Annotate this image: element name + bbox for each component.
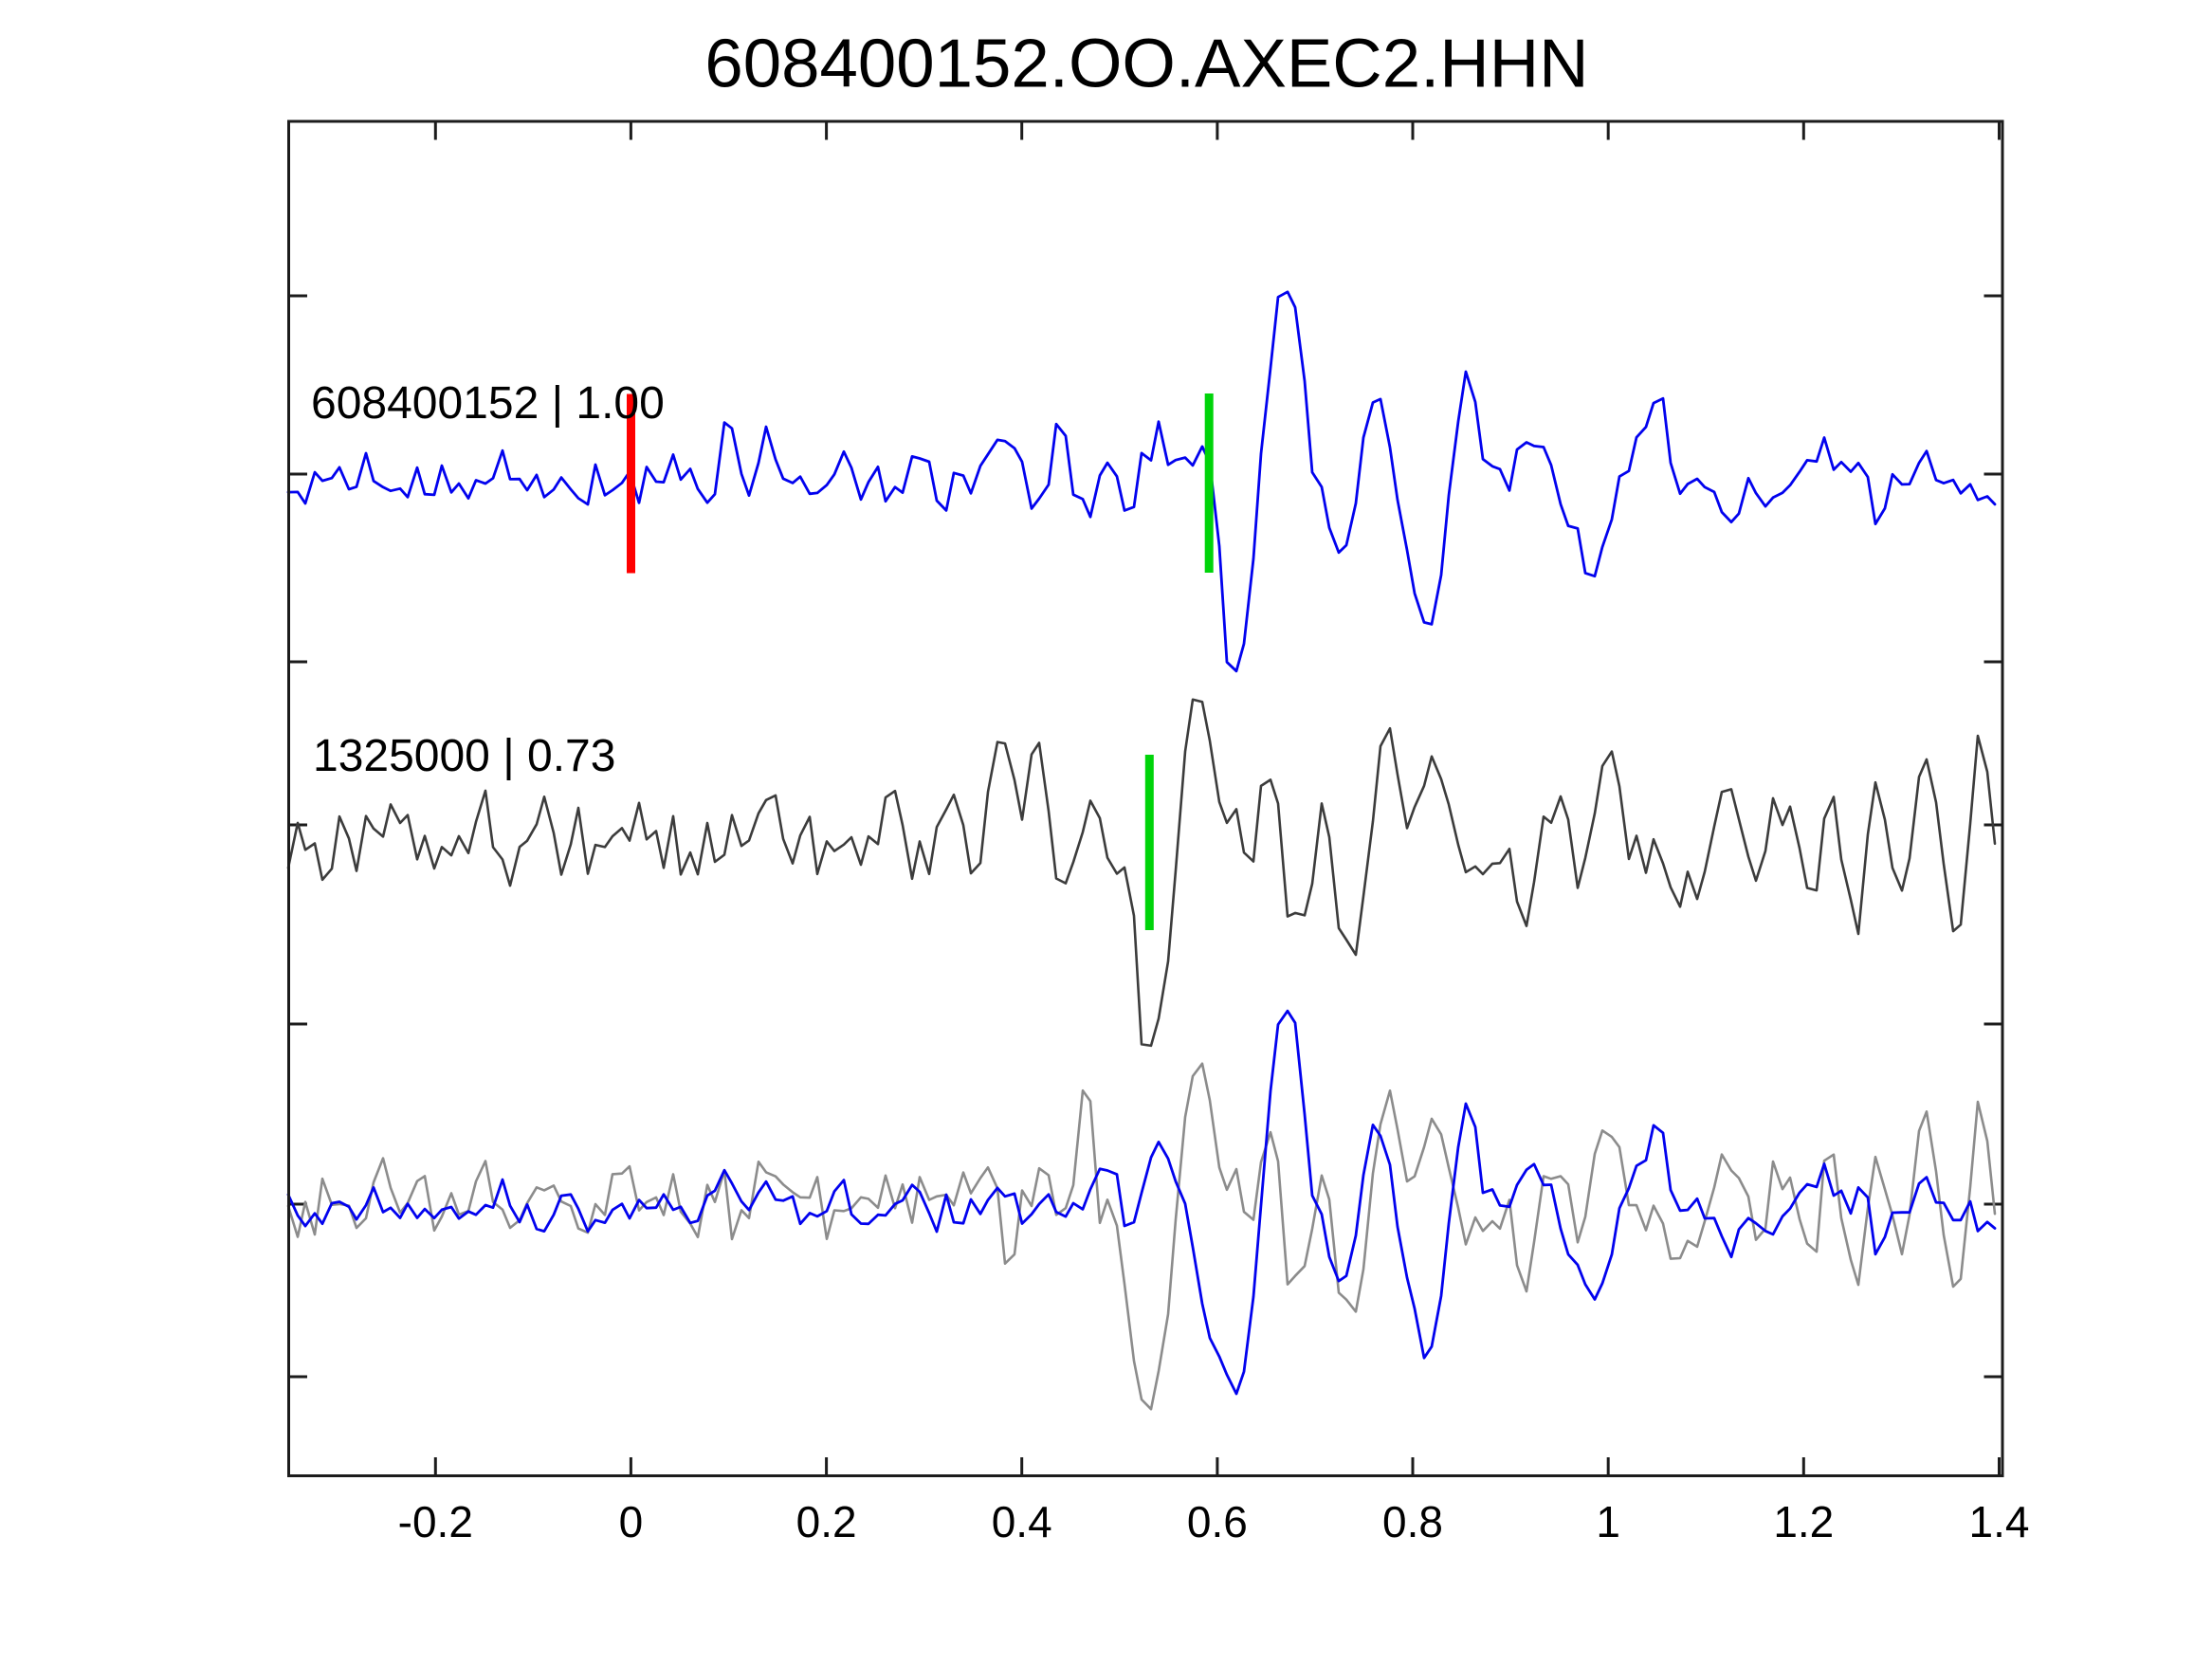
- svg-text:0.6: 0.6: [1187, 1497, 1248, 1546]
- svg-text:0: 0: [619, 1497, 644, 1546]
- svg-text:0.2: 0.2: [796, 1497, 857, 1546]
- svg-text:0.8: 0.8: [1382, 1497, 1443, 1546]
- svg-text:1: 1: [1596, 1497, 1620, 1546]
- svg-text:608400152.OO.AXEC2.HHN: 608400152.OO.AXEC2.HHN: [704, 26, 1588, 102]
- svg-text:1.2: 1.2: [1773, 1497, 1834, 1546]
- svg-text:1.4: 1.4: [1969, 1497, 2030, 1546]
- svg-text:1325000 | 0.73: 1325000 | 0.73: [313, 731, 615, 781]
- svg-text:0.4: 0.4: [992, 1497, 1052, 1546]
- svg-text:-0.2: -0.2: [398, 1497, 473, 1546]
- svg-text:608400152 | 1.00: 608400152 | 1.00: [311, 378, 665, 429]
